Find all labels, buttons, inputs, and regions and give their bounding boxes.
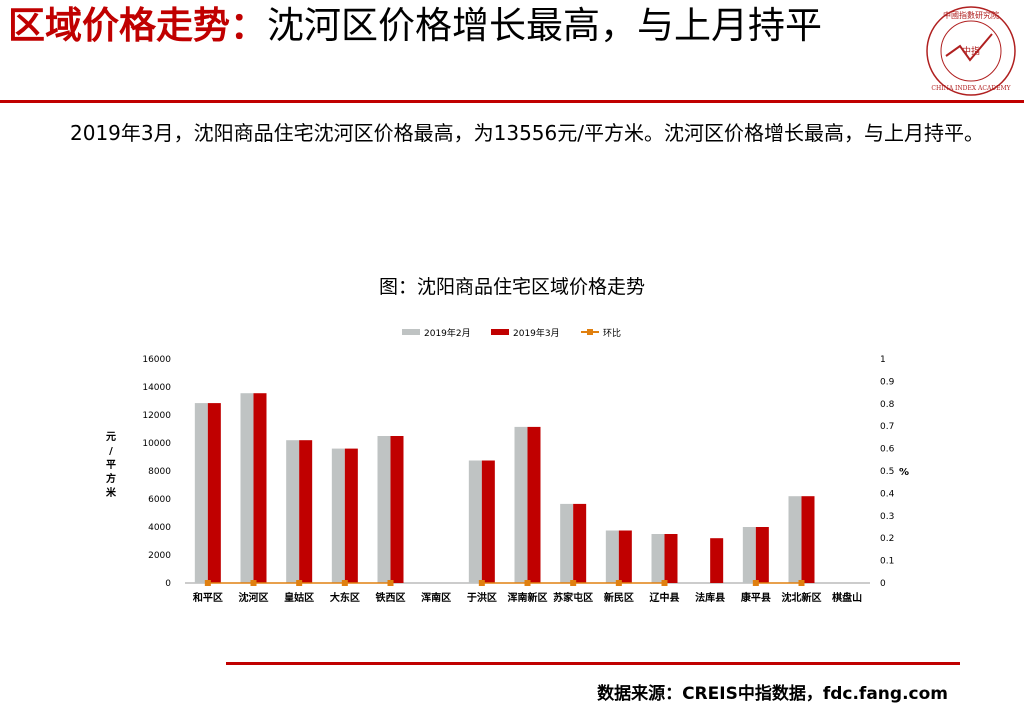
bar-mar xyxy=(390,436,404,583)
bar-mar xyxy=(618,530,632,583)
x-tick-label: 浑南区 xyxy=(421,591,451,604)
x-tick-label: 新民区 xyxy=(604,591,634,604)
x-tick-label: 法库县 xyxy=(695,591,725,604)
y2-tick-label: 0.9 xyxy=(880,377,895,387)
y2-tick-label: 1 xyxy=(880,355,886,365)
logo-text-top: 中國指數研究院 xyxy=(943,10,999,20)
legend-label: 2019年3月 xyxy=(513,327,560,339)
mom-point xyxy=(570,580,577,586)
logo-text-bottom: CHINA INDEX ACADEMY xyxy=(931,85,1011,92)
chart-title: 图：沈阳商品住宅区域价格走势 xyxy=(378,276,645,298)
y2-tick-label: 0.8 xyxy=(880,400,895,410)
y2-tick-label: 0.3 xyxy=(880,512,894,522)
x-tick-label: 苏家屯区 xyxy=(553,591,593,604)
y2-tick-label: 0.6 xyxy=(880,445,895,455)
bar-mar xyxy=(527,426,541,583)
mom-point xyxy=(296,580,303,586)
y-axis-label-char: 方 xyxy=(106,472,116,485)
x-tick-label: 和平区 xyxy=(192,591,223,604)
legend-swatch-feb xyxy=(402,329,420,335)
y-tick-label: 12000 xyxy=(142,411,171,421)
y-tick-label: 16000 xyxy=(142,355,171,365)
mom-point xyxy=(341,580,348,586)
bar-mar xyxy=(710,538,724,583)
y-tick-label: 0 xyxy=(165,579,171,589)
mom-point xyxy=(204,580,211,586)
y-axis-label-char: 元 xyxy=(106,431,116,443)
bar-mar xyxy=(299,440,313,583)
page-title-rest: 沈河区价格增长最高，与上月持平 xyxy=(267,4,822,47)
page-title-highlight: 区域价格走势： xyxy=(8,4,267,47)
mom-point xyxy=(798,580,805,586)
y2-tick-label: 0.4 xyxy=(880,489,895,499)
bar-feb xyxy=(605,530,619,583)
y-tick-label: 8000 xyxy=(148,467,171,477)
x-tick-label: 沈河区 xyxy=(239,591,269,604)
mom-point xyxy=(615,580,622,586)
bar-feb xyxy=(651,534,665,583)
bar-feb xyxy=(742,527,756,583)
china-index-academy-logo: 中國指數研究院 中指 CHINA INDEX ACADEMY xyxy=(926,6,1016,96)
bar-mar xyxy=(664,534,678,583)
y-tick-label: 10000 xyxy=(142,439,171,449)
footer-divider xyxy=(226,662,960,665)
y-tick-label: 6000 xyxy=(148,495,171,505)
page-title: 区域价格走势：沈河区价格增长最高，与上月持平 xyxy=(8,4,913,48)
bar-feb xyxy=(788,496,802,583)
bar-feb xyxy=(331,448,345,583)
x-tick-label: 康平县 xyxy=(741,591,771,604)
y2-tick-label: 0.7 xyxy=(880,422,894,432)
x-tick-label: 沈北新区 xyxy=(782,591,822,604)
legend-label: 环比 xyxy=(603,327,621,339)
y-axis-label-char: 米 xyxy=(106,486,117,499)
bar-mar xyxy=(481,460,495,583)
x-tick-label: 辽中县 xyxy=(650,591,680,604)
bar-feb xyxy=(560,503,574,583)
y2-tick-label: 0.5 xyxy=(880,467,894,477)
bar-mar xyxy=(344,448,358,583)
bar-mar xyxy=(207,403,221,583)
mom-point xyxy=(250,580,257,586)
legend-marker-mom xyxy=(587,329,593,335)
data-source: 数据来源：CREIS中指数据，fdc.fang.com xyxy=(597,684,948,704)
logo-text-center: 中指 xyxy=(962,45,980,57)
y-tick-label: 2000 xyxy=(148,551,171,561)
title-divider xyxy=(0,100,1024,103)
bar-mar xyxy=(801,496,815,583)
y-axis-label-char: / xyxy=(109,446,113,457)
x-tick-label: 铁西区 xyxy=(376,591,406,604)
mom-point xyxy=(387,580,394,586)
legend-swatch-mar xyxy=(491,329,509,335)
y2-axis-label: % xyxy=(899,467,909,478)
bar-feb xyxy=(514,426,528,583)
y2-tick-label: 0 xyxy=(880,579,886,589)
bar-feb xyxy=(377,436,391,583)
bar-feb xyxy=(240,393,254,583)
y-axis-label-char: 平 xyxy=(106,459,116,471)
bar-mar xyxy=(253,393,267,583)
y-tick-label: 14000 xyxy=(142,383,171,393)
mom-point xyxy=(524,580,531,586)
legend-label: 2019年2月 xyxy=(424,327,471,339)
x-tick-label: 皇姑区 xyxy=(284,591,314,604)
bar-feb xyxy=(286,440,300,583)
bar-mar xyxy=(573,503,587,583)
y2-tick-label: 0.1 xyxy=(880,557,894,567)
bar-feb xyxy=(468,460,482,583)
x-tick-label: 浑南新区 xyxy=(508,591,548,604)
x-tick-label: 大东区 xyxy=(330,591,360,604)
y-tick-label: 4000 xyxy=(148,523,171,533)
mom-point xyxy=(752,580,759,586)
y2-tick-label: 0.2 xyxy=(880,534,894,544)
bar-feb xyxy=(194,403,208,583)
mom-point xyxy=(661,580,668,586)
x-tick-label: 于洪区 xyxy=(467,591,497,604)
bar-mar xyxy=(755,527,769,583)
mom-point xyxy=(478,580,485,586)
x-tick-label: 棋盘山 xyxy=(831,591,862,604)
summary-text: 2019年3月，沈阳商品住宅沈河区价格最高，为13556元/平方米。沈河区价格增… xyxy=(70,121,984,145)
